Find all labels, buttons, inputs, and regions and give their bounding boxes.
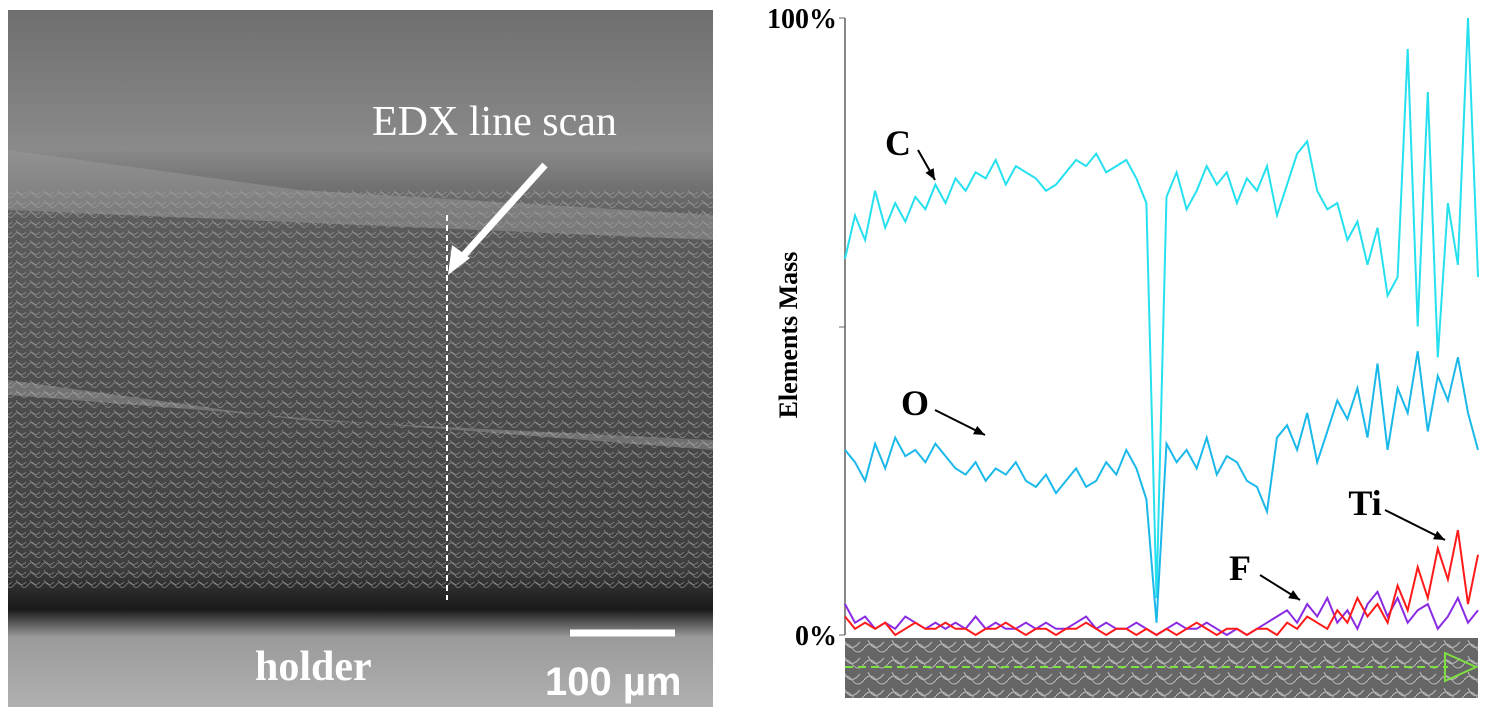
y-axis-label: Elements Mass <box>774 252 803 419</box>
arrow-head <box>973 425 985 435</box>
sem-image: EDX line scan holder 100 µm <box>8 10 713 707</box>
line-scan-label: EDX line scan <box>372 99 617 145</box>
series-label: C <box>885 123 911 163</box>
series-line <box>844 529 1479 637</box>
series-line <box>844 351 1479 623</box>
annotation-arrow <box>1384 509 1446 541</box>
holder-label: holder <box>255 644 372 690</box>
plot: 0% 100% C O F Ti <box>767 4 1479 652</box>
arrow-head <box>1433 530 1445 540</box>
series-label: O <box>901 383 929 423</box>
series-label: F <box>1229 548 1251 588</box>
scan-strip <box>845 638 1479 698</box>
y-tick-label: 0% <box>795 621 837 652</box>
arrow-head <box>925 168 935 180</box>
arrow-head <box>1288 590 1300 600</box>
scale-bar-label: 100 µm <box>545 660 681 704</box>
series-label: Ti <box>1348 483 1381 523</box>
y-tick-label: 100% <box>767 4 837 35</box>
series-line <box>844 17 1479 599</box>
